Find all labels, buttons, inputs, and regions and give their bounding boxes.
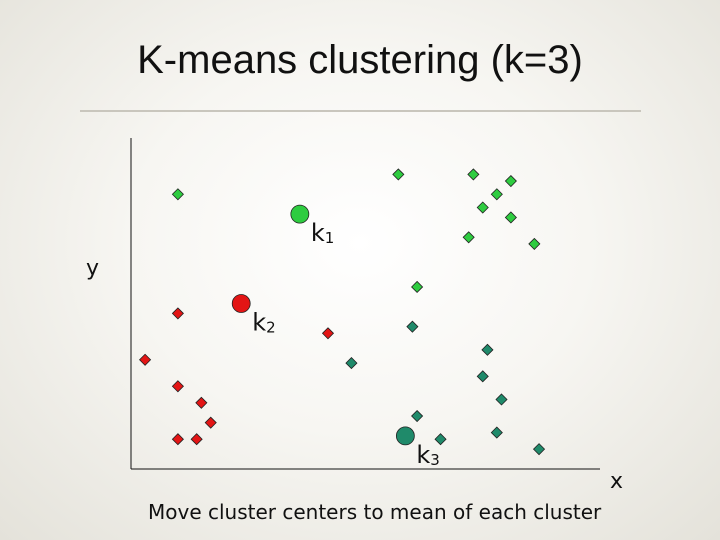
center-k1-marker [290, 204, 310, 224]
cluster-2-point [321, 327, 335, 340]
slide-caption: Move cluster centers to mean of each clu… [148, 500, 602, 524]
cluster-1-point [411, 280, 424, 294]
center-k3-label: k3 [416, 441, 439, 469]
center-k1-label: k1 [311, 219, 334, 247]
center-k2-marker [231, 294, 251, 313]
title-divider [80, 110, 641, 112]
cluster-3-point [345, 357, 358, 370]
cluster-2-point [171, 433, 184, 446]
cluster-2-point [195, 396, 208, 409]
cluster-3-point [411, 409, 424, 423]
cluster-1-point [467, 168, 480, 181]
cluster-3-point [481, 343, 494, 356]
cluster-3-point [434, 433, 447, 446]
cluster-1-point [171, 188, 184, 201]
center-k3-marker [395, 426, 415, 446]
slide-title: K-means clustering (k=3) [137, 38, 583, 82]
cluster-1-point [504, 211, 517, 224]
cluster-3-point [476, 370, 489, 383]
x-axis-label: x [610, 469, 623, 494]
cluster-2-point [139, 353, 152, 366]
cluster-1-point [392, 168, 405, 181]
cluster-1-point [462, 231, 475, 244]
center-k2-label: k2 [252, 309, 275, 337]
cluster-2-point [190, 433, 203, 446]
cluster-1-point [504, 174, 517, 188]
cluster-3-point [495, 393, 508, 406]
data-points [139, 168, 546, 456]
cluster-3-point [490, 426, 503, 439]
cluster-1-point [528, 237, 541, 250]
cluster-1-point [490, 188, 503, 201]
cluster-1-point [476, 201, 489, 214]
cluster-2-point [204, 416, 217, 429]
cluster-2-point [171, 307, 184, 320]
cluster-3-point [532, 443, 546, 456]
y-axis-label: y [86, 256, 99, 281]
cluster-3-point [406, 320, 419, 333]
cluster-centers: k1 k2 k3 [231, 204, 440, 469]
cluster-2-point [171, 380, 184, 393]
